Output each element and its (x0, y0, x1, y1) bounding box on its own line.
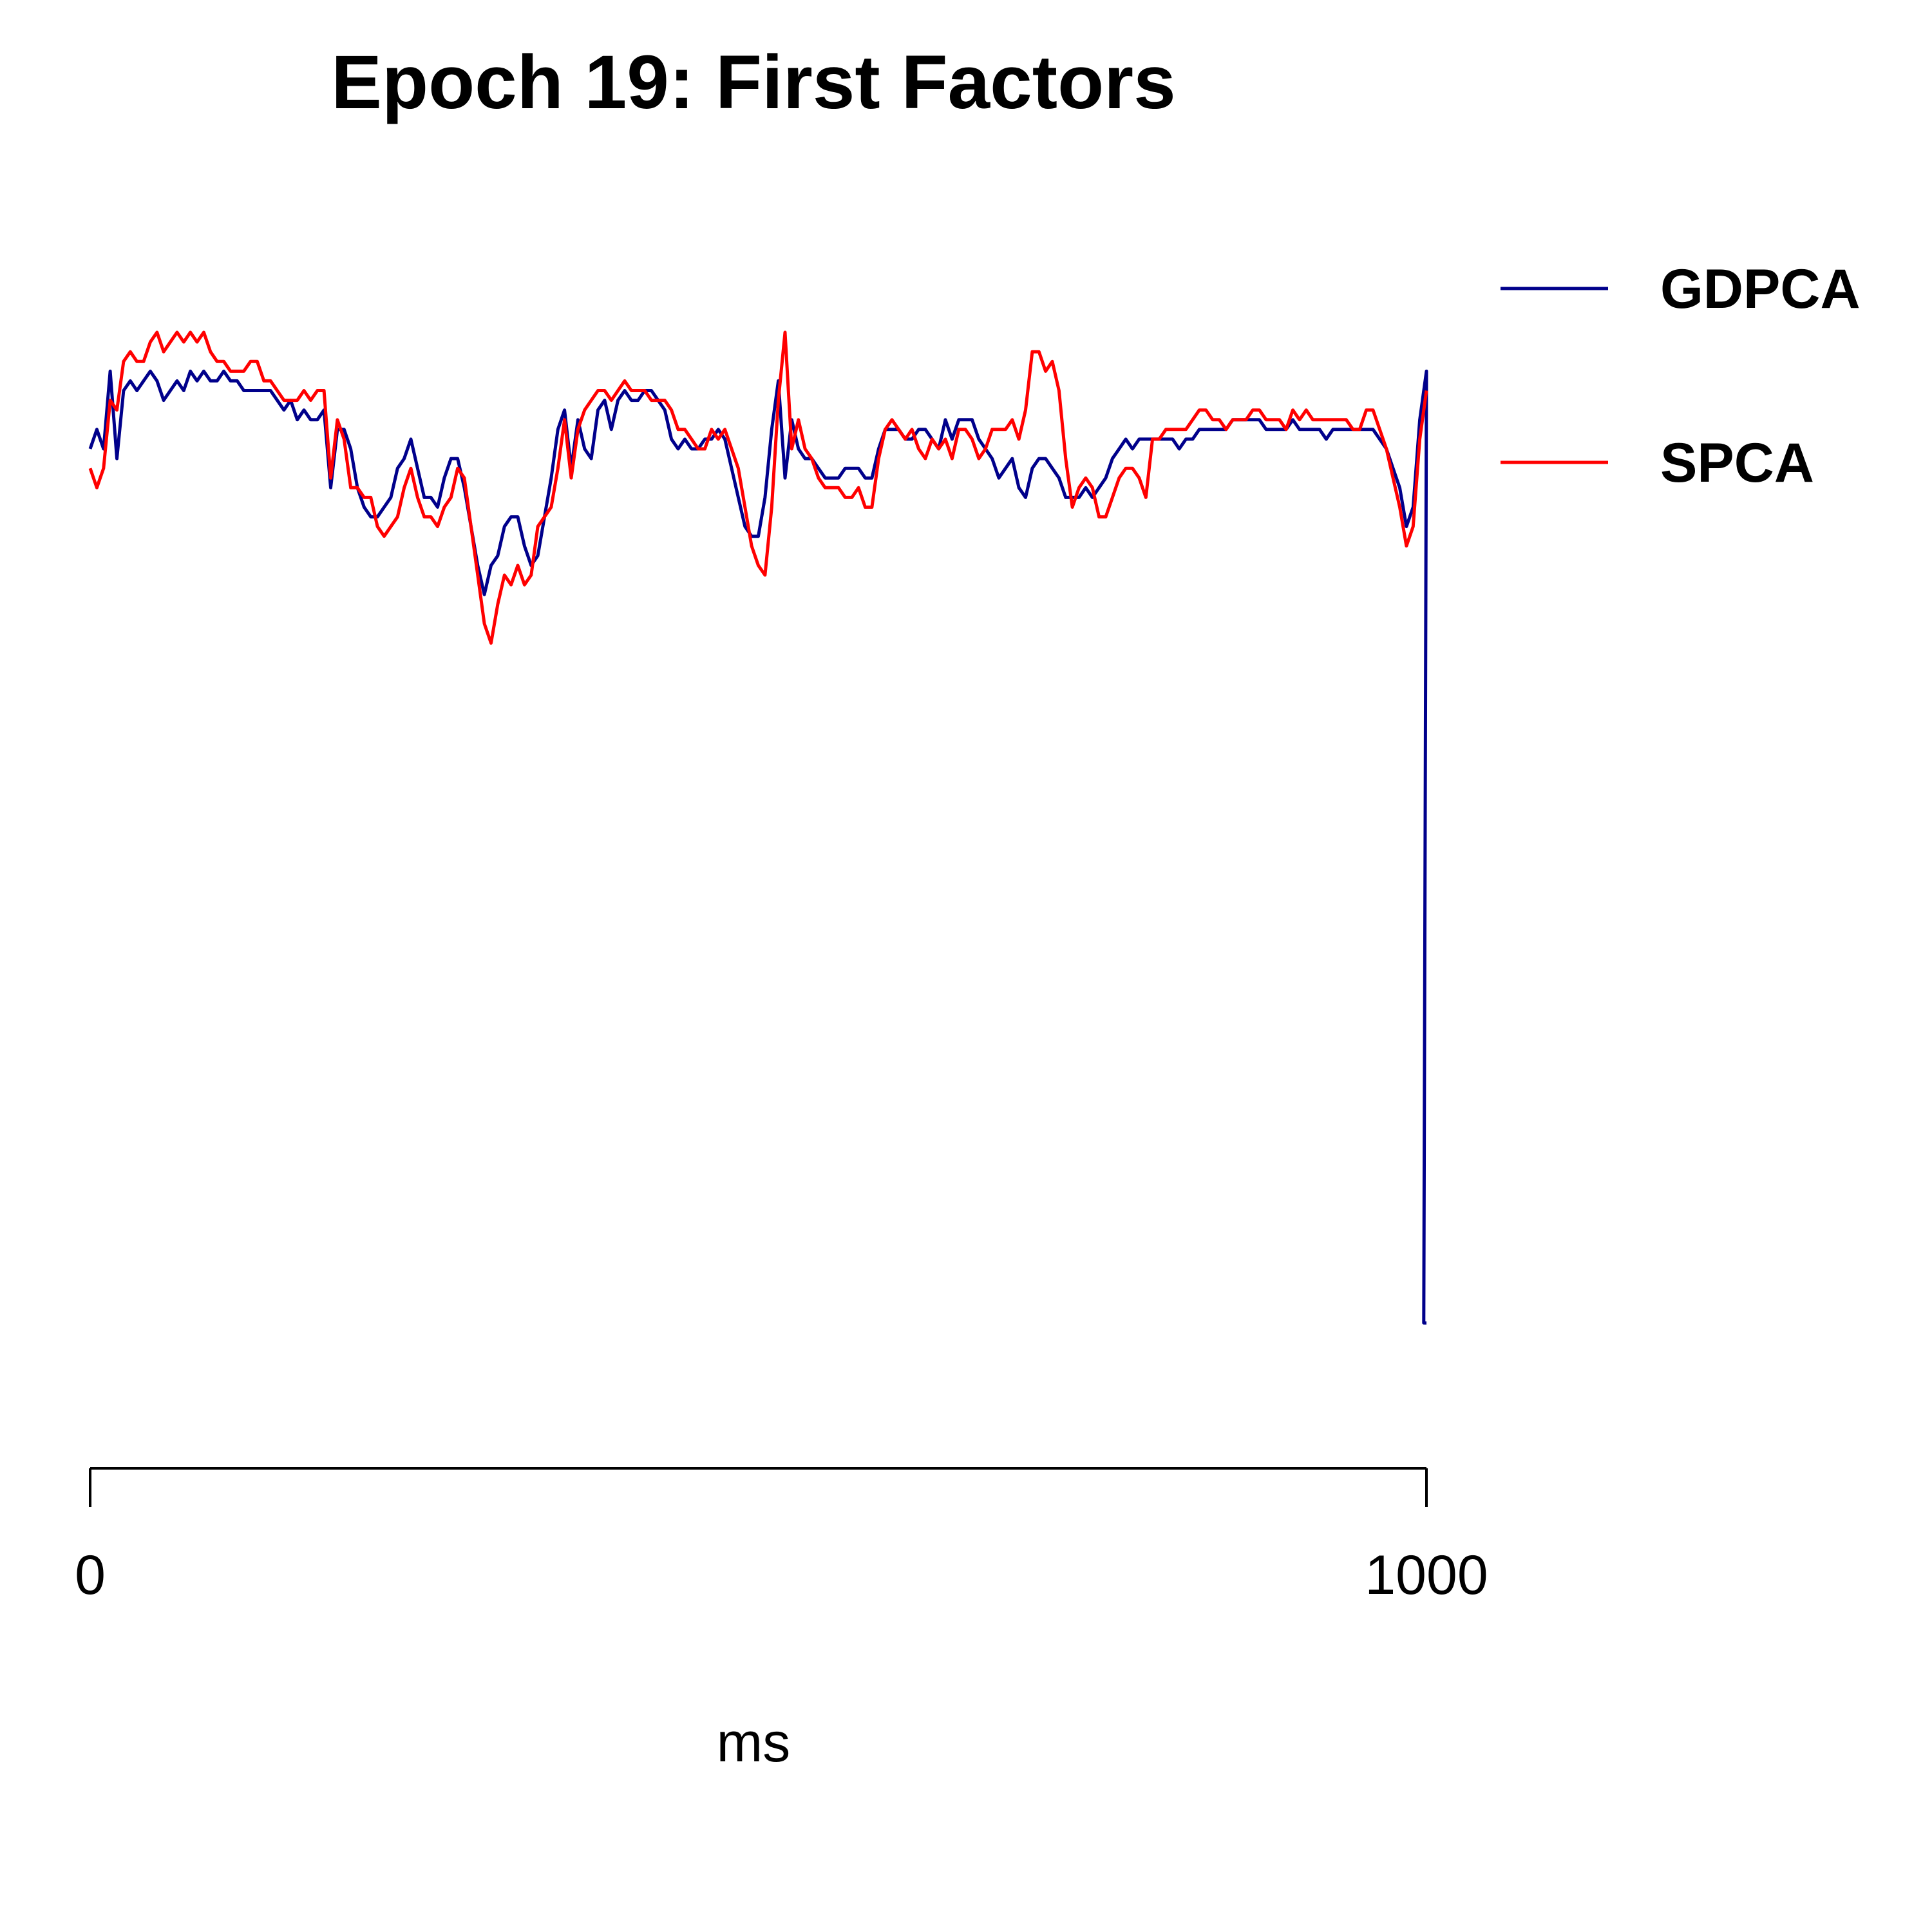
x-axis-label: ms (717, 1712, 791, 1774)
x-tick-label: 1000 (1365, 1544, 1488, 1606)
x-tick-label: 0 (75, 1544, 106, 1606)
series-line-gdpca (88, 369, 1428, 1325)
legend-label-spca: SPCA (1660, 432, 1814, 494)
plot-area (88, 330, 1428, 1325)
legend: GDPCA SPCA (1501, 258, 1861, 494)
legend-label-gdpca: GDPCA (1660, 258, 1861, 320)
x-axis: 0 1000 (75, 1467, 1488, 1606)
series-line-spca (88, 330, 1428, 645)
chart-title: Epoch 19: First Factors (331, 40, 1175, 125)
